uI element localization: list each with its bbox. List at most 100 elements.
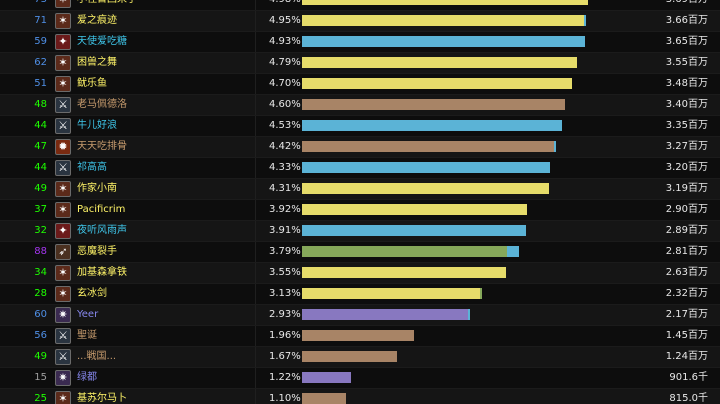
damage-bar-track bbox=[302, 288, 708, 300]
table-row[interactable]: 37 ✶ Pacificrim 3.92% 2.90百万 bbox=[0, 200, 720, 221]
table-row[interactable]: 44 ⚔ 祁高高 4.33% 3.20百万 bbox=[0, 158, 720, 179]
table-row[interactable]: 88 ➶ 恶魔裂手 3.79% 2.81百万 bbox=[0, 242, 720, 263]
damage-bar bbox=[302, 204, 527, 215]
player-name[interactable]: 绿都 bbox=[77, 372, 97, 383]
damage-bar bbox=[302, 393, 346, 404]
item-level: 51 bbox=[34, 78, 47, 89]
column-divider bbox=[255, 368, 256, 388]
damage-amount: 3.35百万 bbox=[665, 120, 708, 131]
damage-bar-track bbox=[302, 0, 708, 6]
column-divider bbox=[255, 116, 256, 136]
sword-icon: ⚔ bbox=[55, 97, 71, 113]
item-level: 15 bbox=[34, 372, 47, 383]
damage-bar-track bbox=[302, 36, 708, 48]
damage-percent: 4.60% bbox=[269, 99, 301, 110]
table-row[interactable]: 28 ✶ 玄冰剑 3.13% 2.32百万 bbox=[0, 284, 720, 305]
player-name[interactable]: 老马佩德洛 bbox=[77, 99, 127, 110]
damage-percent: 4.79% bbox=[269, 57, 301, 68]
item-level: 28 bbox=[34, 288, 47, 299]
damage-bar bbox=[302, 267, 506, 278]
table-row[interactable]: 73 ✶ 小怪兽回来了 4.98% 3.69百万 bbox=[0, 0, 720, 11]
damage-bar bbox=[302, 57, 577, 68]
player-name[interactable]: 小怪兽回来了 bbox=[77, 0, 255, 10]
table-row[interactable]: 51 ✶ 鱿乐鱼 4.70% 3.48百万 bbox=[0, 74, 720, 95]
column-divider bbox=[255, 389, 256, 404]
player-name[interactable]: 玄冰剑 bbox=[77, 288, 107, 299]
damage-percent: 4.95% bbox=[269, 15, 301, 26]
damage-bar-track bbox=[302, 120, 708, 132]
table-row[interactable]: 49 ⚔ ...戦国... 1.67% 1.24百万 bbox=[0, 347, 720, 368]
table-row[interactable]: 32 ✦ 夜听风雨声 3.91% 2.89百万 bbox=[0, 221, 720, 242]
player-name[interactable]: 聖诞 bbox=[77, 330, 97, 341]
damage-amount: 3.27百万 bbox=[665, 141, 708, 152]
damage-bar bbox=[302, 99, 565, 110]
damage-bar-track bbox=[302, 225, 708, 237]
sword-icon: ⚔ bbox=[55, 160, 71, 176]
table-row[interactable]: 15 ✷ 绿都 1.22% 901.6千 bbox=[0, 368, 720, 389]
damage-bar-track bbox=[302, 204, 708, 216]
damage-amount: 3.55百万 bbox=[665, 57, 708, 68]
player-name[interactable]: 爱之痕迹 bbox=[77, 15, 117, 26]
column-divider bbox=[255, 95, 256, 115]
player-name[interactable]: 夜听风雨声 bbox=[77, 225, 127, 236]
player-name[interactable]: 作家小南 bbox=[77, 183, 117, 194]
table-row[interactable]: 71 ✶ 爱之痕迹 4.95% 3.66百万 bbox=[0, 11, 720, 32]
item-level: 49 bbox=[34, 351, 47, 362]
table-row[interactable]: 47 ✹ 天天吃排骨 4.42% 3.27百万 bbox=[0, 137, 720, 158]
damage-bar bbox=[302, 309, 468, 320]
column-divider bbox=[255, 74, 256, 94]
damage-amount: 3.66百万 bbox=[665, 15, 708, 26]
damage-percent: 1.22% bbox=[269, 372, 301, 383]
player-name[interactable]: 天天吃排骨 bbox=[77, 141, 127, 152]
player-name[interactable]: ...戦国... bbox=[77, 351, 117, 362]
rogue-icon: ✶ bbox=[55, 76, 71, 92]
damage-bar-track bbox=[302, 57, 708, 69]
player-name[interactable]: 基苏尔马卜 bbox=[77, 393, 127, 404]
item-level: 49 bbox=[34, 183, 47, 194]
damage-amount: 2.17百万 bbox=[665, 309, 708, 320]
player-name[interactable]: 困兽之舞 bbox=[77, 57, 117, 68]
table-row[interactable]: 62 ✶ 困兽之舞 4.79% 3.55百万 bbox=[0, 53, 720, 74]
damage-percent: 1.10% bbox=[269, 393, 301, 404]
column-divider bbox=[255, 179, 256, 199]
damage-bar-secondary bbox=[584, 15, 586, 26]
damage-bar bbox=[302, 330, 414, 341]
table-row[interactable]: 49 ✶ 作家小南 4.31% 3.19百万 bbox=[0, 179, 720, 200]
table-row[interactable]: 59 ✦ 天使爱吃糖 4.93% 3.65百万 bbox=[0, 32, 720, 53]
shadow-icon: ✷ bbox=[55, 307, 71, 323]
damage-bar-secondary bbox=[480, 288, 482, 299]
player-name[interactable]: Pacificrim bbox=[77, 204, 126, 215]
damage-bar bbox=[302, 141, 554, 152]
damage-amount: 3.65百万 bbox=[665, 36, 708, 47]
damage-bar-track bbox=[302, 309, 708, 321]
mage-icon: ✦ bbox=[55, 34, 71, 50]
player-name[interactable]: 祁高高 bbox=[77, 162, 107, 173]
table-row[interactable]: 60 ✷ Yeer 2.93% 2.17百万 bbox=[0, 305, 720, 326]
player-name[interactable]: Yeer bbox=[77, 309, 99, 320]
table-row[interactable]: 25 ✶ 基苏尔马卜 1.10% 815.0千 bbox=[0, 389, 720, 404]
damage-bar bbox=[302, 78, 572, 89]
item-level: 34 bbox=[34, 267, 47, 278]
player-name[interactable]: 天使爱吃糖 bbox=[77, 36, 127, 47]
column-divider bbox=[255, 221, 256, 241]
damage-amount: 2.81百万 bbox=[665, 246, 708, 257]
column-divider bbox=[255, 263, 256, 283]
damage-bar bbox=[302, 183, 549, 194]
player-name[interactable]: 鱿乐鱼 bbox=[77, 78, 107, 89]
damage-percent: 4.31% bbox=[269, 183, 301, 194]
player-name[interactable]: 恶魔裂手 bbox=[77, 246, 117, 257]
damage-percent: 3.13% bbox=[269, 288, 301, 299]
table-row[interactable]: 44 ⚔ 牛儿好浪 4.53% 3.35百万 bbox=[0, 116, 720, 137]
rogue-icon: ✶ bbox=[55, 13, 71, 29]
player-name[interactable]: 牛儿好浪 bbox=[77, 120, 117, 131]
item-level: 73 bbox=[20, 0, 47, 10]
damage-bar-track bbox=[302, 141, 708, 153]
table-row[interactable]: 34 ✶ 加基森拿铁 3.55% 2.63百万 bbox=[0, 263, 720, 284]
table-row[interactable]: 48 ⚔ 老马佩德洛 4.60% 3.40百万 bbox=[0, 95, 720, 116]
damage-bar bbox=[302, 246, 507, 257]
column-divider bbox=[255, 53, 256, 73]
column-divider bbox=[255, 347, 256, 367]
player-name[interactable]: 加基森拿铁 bbox=[77, 267, 127, 278]
item-level: 60 bbox=[34, 309, 47, 320]
table-row[interactable]: 56 ⚔ 聖诞 1.96% 1.45百万 bbox=[0, 326, 720, 347]
